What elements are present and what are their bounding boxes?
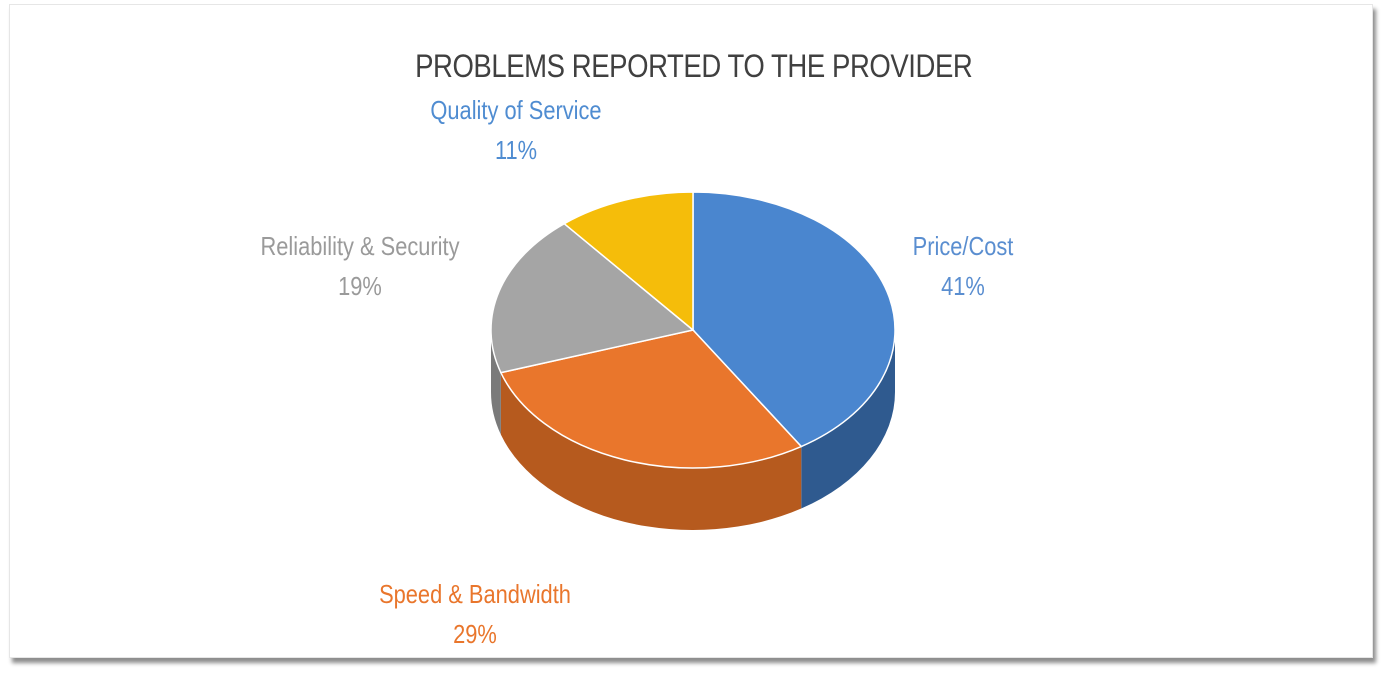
label-reliability-security: Reliability & Security 19% bbox=[260, 226, 459, 306]
label-price-cost: Price/Cost 41% bbox=[913, 226, 1014, 306]
slice-side-reliability-security bbox=[491, 330, 501, 435]
label-speed-bandwidth-value: 29% bbox=[453, 619, 497, 649]
label-price-cost-value: 41% bbox=[941, 271, 985, 301]
slice-speed-bandwidth bbox=[499, 329, 803, 469]
label-speed-bandwidth-name: Speed & Bandwidth bbox=[379, 579, 571, 609]
slice-price-cost bbox=[692, 191, 896, 448]
label-speed-bandwidth: Speed & Bandwidth 29% bbox=[379, 574, 571, 654]
slice-reliability-security bbox=[490, 222, 695, 374]
label-reliability-security-name: Reliability & Security bbox=[260, 231, 460, 261]
label-quality-of-service-name: Quality of Service bbox=[430, 95, 602, 125]
chart-title: PROBLEMS REPORTED TO THE PROVIDER bbox=[415, 48, 973, 84]
slice-quality-of-service bbox=[562, 191, 694, 332]
label-price-cost-name: Price/Cost bbox=[912, 231, 1014, 261]
label-reliability-security-value: 19% bbox=[338, 271, 382, 301]
label-quality-of-service: Quality of Service 11% bbox=[430, 90, 601, 170]
label-quality-of-service-value: 11% bbox=[494, 135, 538, 165]
slice-side-speed-bandwidth bbox=[500, 372, 802, 530]
